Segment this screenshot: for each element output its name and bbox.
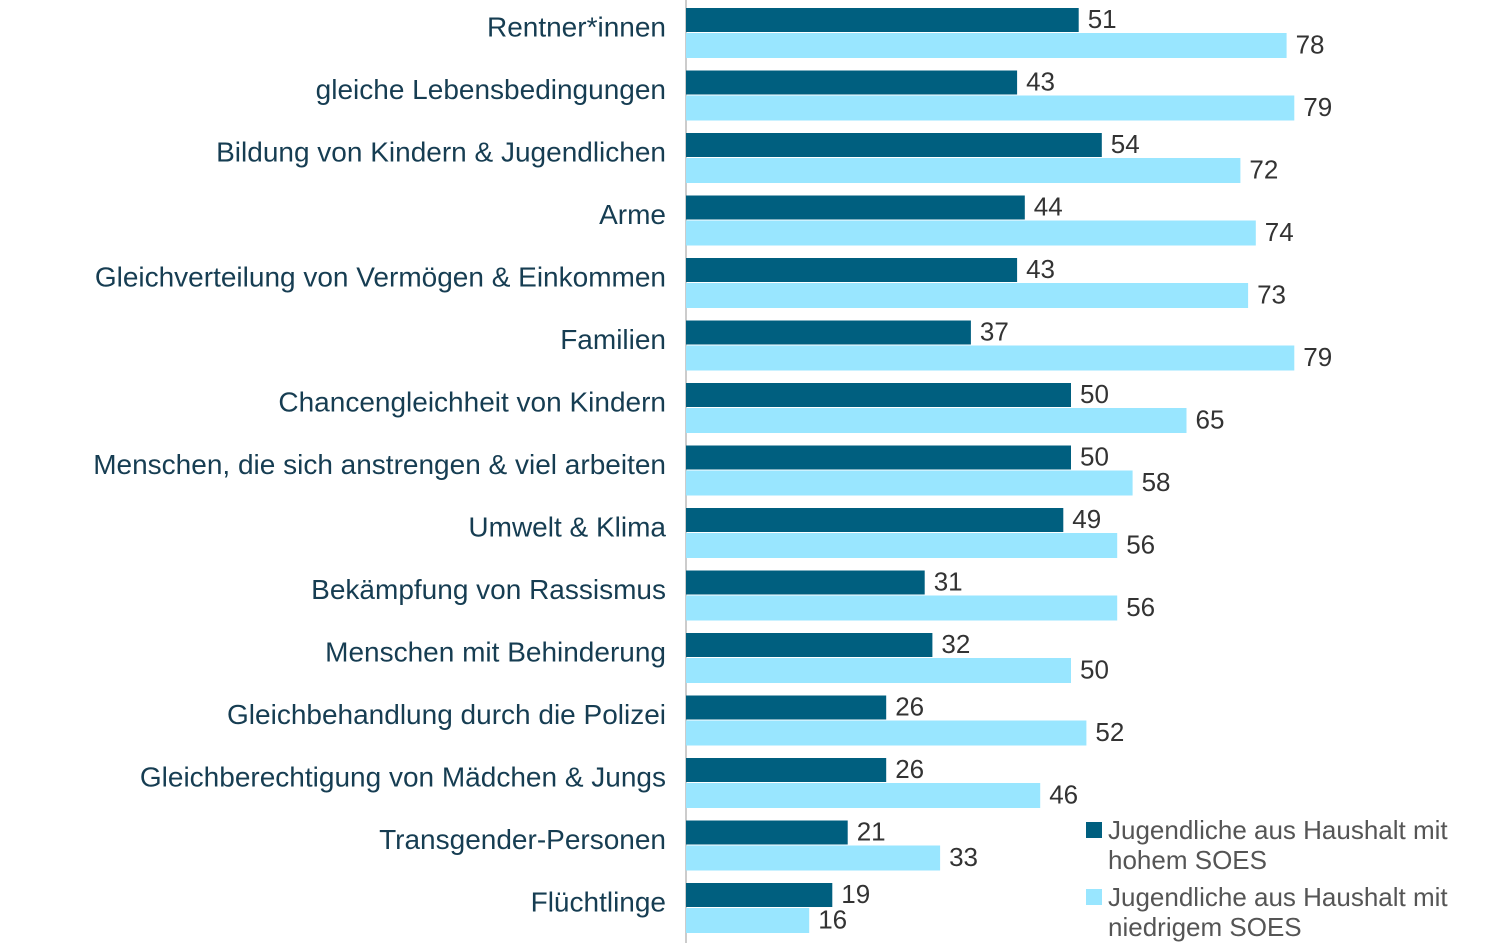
bar [686, 33, 1287, 58]
value-label: 72 [1249, 154, 1278, 184]
category-label: Arme [599, 199, 666, 230]
legend-label: Jugendliche aus Haushalt mit hohem SOES [1108, 815, 1448, 875]
value-label: 33 [949, 842, 978, 872]
value-label: 56 [1126, 592, 1155, 622]
value-label: 44 [1034, 191, 1063, 221]
category-label: Chancengleichheit von Kindern [278, 386, 666, 417]
legend-swatch [1086, 822, 1102, 838]
bar [686, 445, 1071, 470]
category-label: Familien [560, 324, 666, 355]
category-label: Gleichberechtigung von Mädchen & Jungs [140, 761, 666, 792]
category-label: Menschen mit Behinderung [325, 636, 666, 667]
value-label: 54 [1111, 129, 1140, 159]
category-label: Flüchtlinge [531, 886, 666, 917]
value-label: 51 [1088, 4, 1117, 34]
value-label: 43 [1026, 254, 1055, 284]
category-label: Menschen, die sich anstrengen & viel arb… [93, 449, 666, 480]
value-label: 58 [1142, 467, 1171, 497]
bar [686, 195, 1025, 220]
legend-item: Jugendliche aus Haushalt mit niedrigem S… [1086, 882, 1491, 942]
bar [686, 783, 1041, 808]
value-label: 49 [1072, 504, 1101, 534]
value-label: 65 [1196, 404, 1225, 434]
value-label: 16 [818, 904, 847, 934]
bar [686, 70, 1018, 95]
category-label: Umwelt & Klima [468, 511, 666, 542]
category-label: Bekämpfung von Rassismus [311, 574, 666, 605]
value-label: 79 [1303, 342, 1332, 372]
bar [686, 95, 1295, 121]
bar [686, 820, 848, 845]
bar [686, 633, 933, 657]
bar [686, 283, 1249, 308]
value-label: 26 [895, 754, 924, 784]
bar [686, 533, 1118, 558]
bar [686, 695, 887, 720]
bar [686, 258, 1018, 282]
bar [686, 720, 1087, 746]
category-label: Rentner*innen [487, 11, 666, 42]
bar [686, 220, 1256, 246]
legend-item: Jugendliche aus Haushalt mit hohem SOES [1086, 815, 1491, 875]
category-label: Gleichbehandlung durch die Polizei [227, 699, 666, 730]
bar [686, 883, 833, 907]
bar [686, 758, 887, 782]
bar [686, 133, 1102, 157]
value-label: 50 [1080, 379, 1109, 409]
bar [686, 408, 1187, 433]
bar [686, 595, 1118, 621]
value-label: 56 [1126, 529, 1155, 559]
bar [686, 8, 1079, 32]
value-label: 74 [1265, 217, 1294, 247]
value-label: 50 [1080, 654, 1109, 684]
category-label: Gleichverteilung von Vermögen & Einkomme… [95, 261, 666, 292]
value-label: 43 [1026, 66, 1055, 96]
value-label: 32 [941, 629, 970, 659]
bar [686, 158, 1241, 183]
value-label: 37 [980, 316, 1009, 346]
value-label: 46 [1049, 779, 1078, 809]
value-label: 50 [1080, 441, 1109, 471]
bar [686, 570, 925, 595]
value-label: 78 [1296, 29, 1325, 59]
legend-swatch [1086, 889, 1102, 905]
bar [686, 470, 1133, 496]
category-label: gleiche Lebensbedingungen [316, 74, 666, 105]
category-label: Transgender-Personen [379, 824, 666, 855]
category-label: Bildung von Kindern & Jugendlichen [216, 136, 666, 167]
bar [686, 908, 810, 933]
value-label: 52 [1095, 717, 1124, 747]
value-label: 79 [1303, 92, 1332, 122]
value-label: 73 [1257, 279, 1286, 309]
value-label: 21 [857, 816, 886, 846]
bar [686, 658, 1071, 683]
legend-label: Jugendliche aus Haushalt mit niedrigem S… [1108, 882, 1448, 942]
bar [686, 508, 1064, 532]
bar [686, 383, 1071, 407]
value-label: 31 [934, 566, 963, 596]
bar [686, 845, 941, 871]
value-label: 26 [895, 691, 924, 721]
bar [686, 345, 1295, 371]
value-label: 19 [841, 879, 870, 909]
bar [686, 320, 971, 345]
